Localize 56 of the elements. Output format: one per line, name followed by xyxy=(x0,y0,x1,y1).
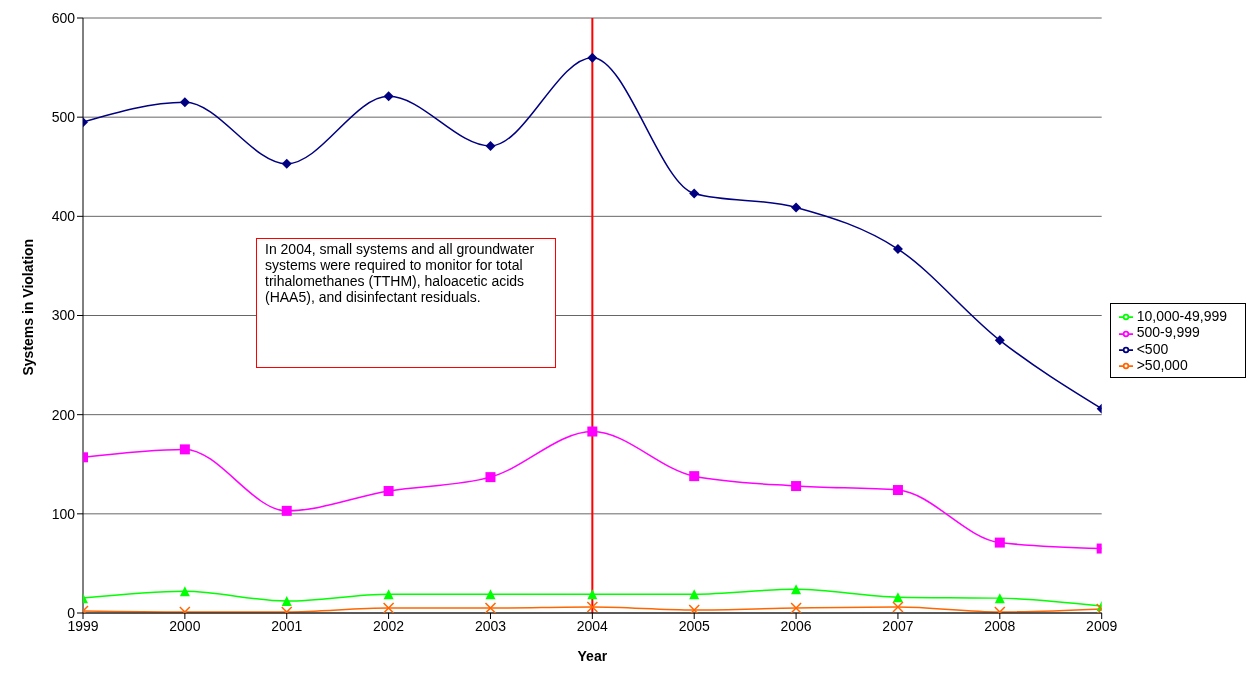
point xyxy=(383,589,394,600)
x-tick-label: 2005 xyxy=(678,617,710,634)
point xyxy=(689,589,700,600)
x-tick-label: 2001 xyxy=(271,617,303,634)
y-tick-label: 500 xyxy=(51,109,76,126)
point xyxy=(587,52,598,63)
point xyxy=(485,472,496,483)
point xyxy=(994,537,1005,548)
y-tick-label: 100 xyxy=(51,505,76,522)
point xyxy=(994,335,1005,346)
x-tick-label: 2002 xyxy=(373,617,405,634)
legend-label: 500-9,999 xyxy=(1136,324,1200,341)
point xyxy=(586,601,599,613)
x-tick-label: 2008 xyxy=(984,617,1016,634)
point xyxy=(791,584,802,595)
y-axis-title: Systems in Violation xyxy=(19,238,36,376)
point xyxy=(587,589,598,600)
point xyxy=(485,140,496,151)
x-tick-label: 2007 xyxy=(882,617,914,634)
y-tick-label: 200 xyxy=(51,406,76,423)
y-tick-label: 300 xyxy=(51,307,76,324)
point xyxy=(179,586,190,597)
point xyxy=(892,592,903,603)
point xyxy=(994,593,1005,604)
note-box: In 2004, small systems and all groundwater systems were required to monitor for total trihalomethanes (TTHM), haloacetic acids (HAA5), and disinfectant residuals. xyxy=(256,238,556,368)
x-axis-title: Year xyxy=(577,648,608,664)
point xyxy=(484,602,497,613)
x-tick-label: 2006 xyxy=(780,617,812,634)
point xyxy=(281,505,292,516)
point xyxy=(892,244,903,255)
point xyxy=(892,485,903,496)
point xyxy=(587,426,598,437)
point xyxy=(791,481,802,492)
x-tick-label: 2004 xyxy=(576,617,609,634)
point xyxy=(689,471,700,482)
x-tick-label: 2009 xyxy=(1086,617,1118,634)
point xyxy=(179,444,190,455)
point xyxy=(281,596,292,607)
legend-label: 10,000-49,999 xyxy=(1136,307,1227,324)
x-tick-label: 2003 xyxy=(474,617,507,634)
point xyxy=(383,91,394,102)
point xyxy=(892,601,904,613)
point xyxy=(688,604,700,613)
point xyxy=(791,202,802,213)
y-tick-label: 600 xyxy=(51,9,76,26)
x-tick-label: 2000 xyxy=(169,617,201,634)
point xyxy=(689,188,700,199)
point xyxy=(485,589,496,600)
legend-label: <500 xyxy=(1136,340,1169,357)
point xyxy=(382,602,395,613)
legend-label: >50,000 xyxy=(1136,356,1188,373)
point xyxy=(281,158,292,169)
point xyxy=(383,486,394,497)
point xyxy=(790,602,802,613)
point xyxy=(179,97,190,108)
y-tick-label: 400 xyxy=(51,208,76,225)
